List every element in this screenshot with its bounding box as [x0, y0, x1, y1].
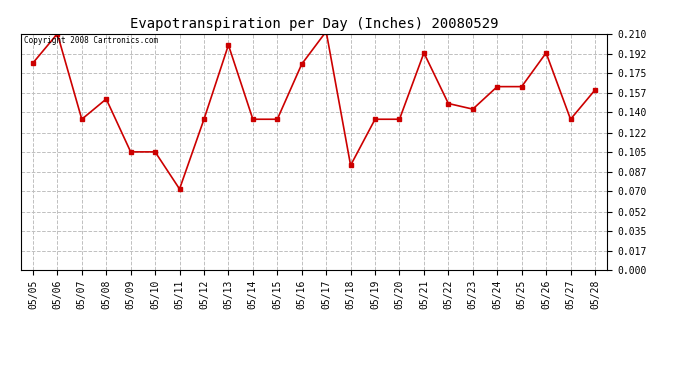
Text: Copyright 2008 Cartronics.com: Copyright 2008 Cartronics.com	[23, 36, 158, 45]
Title: Evapotranspiration per Day (Inches) 20080529: Evapotranspiration per Day (Inches) 2008…	[130, 17, 498, 31]
